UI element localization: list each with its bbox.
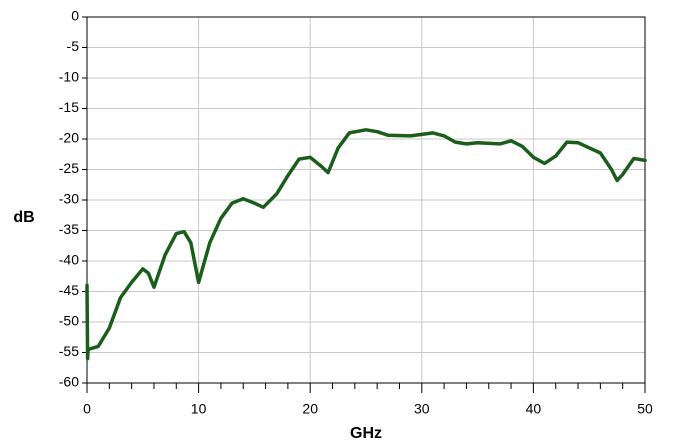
x-tick-label: 0 (83, 401, 91, 417)
y-axis-label: dB (13, 209, 34, 226)
plot-frame (86, 16, 646, 384)
y-tick-label: -50 (59, 313, 79, 329)
y-tick-label: -55 (59, 343, 79, 359)
y-tick-label: -60 (59, 374, 79, 390)
x-tick-label: 50 (637, 401, 653, 417)
y-tick-label: -15 (59, 99, 79, 115)
line (85, 128, 647, 361)
y-tick-label: 0 (71, 8, 79, 24)
y-tick-label: -45 (59, 282, 79, 298)
y-tick-label: -30 (59, 191, 79, 207)
y-tick-label: -40 (59, 252, 79, 268)
y-tick-label: -5 (67, 38, 80, 54)
y-tick-label: -10 (59, 69, 79, 85)
x-tick-label: 10 (191, 401, 207, 417)
x-tick-label: 40 (526, 401, 542, 417)
y-tick-label: -25 (59, 160, 79, 176)
x-axis-label: GHz (350, 425, 382, 442)
x-tick-label: 30 (414, 401, 430, 417)
y-tick-label: -20 (59, 130, 79, 146)
y-tick-label: -35 (59, 221, 79, 237)
x-tick-label: 20 (302, 401, 318, 417)
